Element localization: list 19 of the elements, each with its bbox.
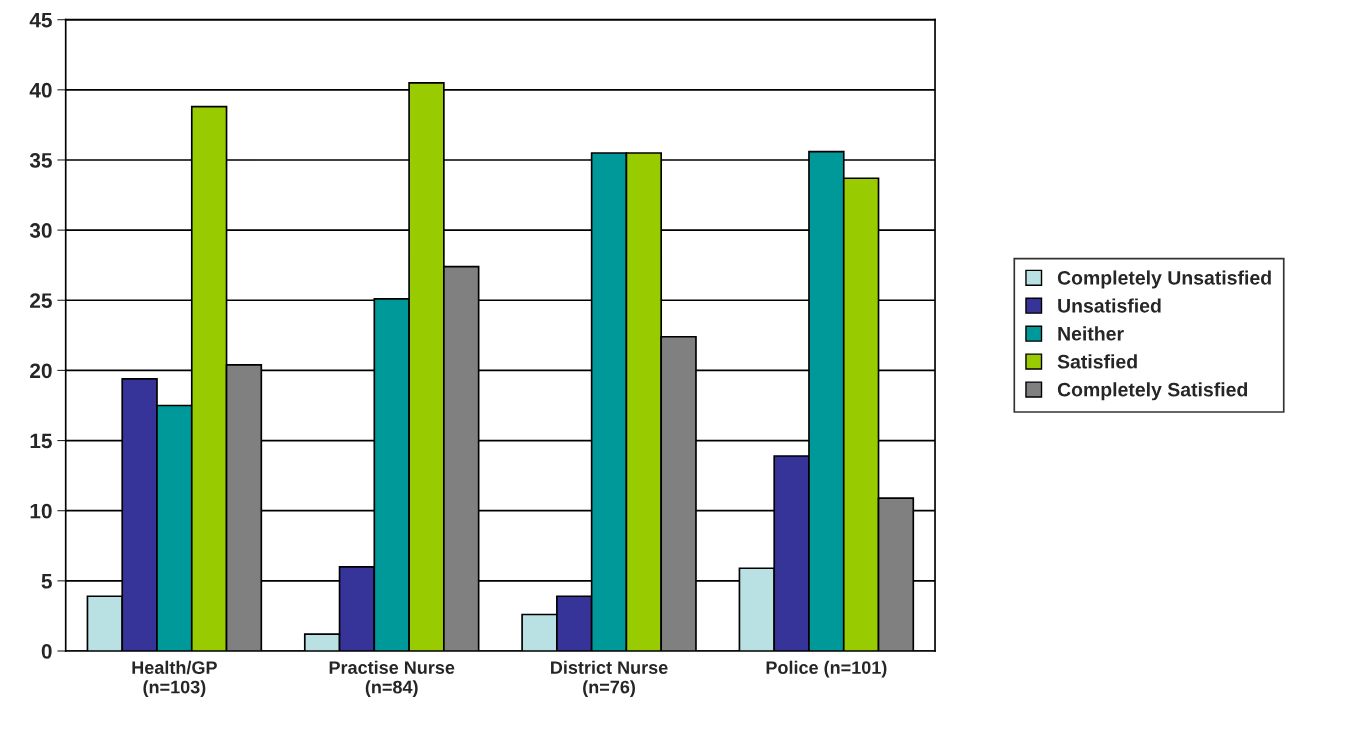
y-tick-label: 5 xyxy=(41,574,52,589)
y-tick-label: 10 xyxy=(30,503,52,519)
y-tick-label: 15 xyxy=(30,433,52,449)
x-tick-label: District Nurse (n=76) xyxy=(551,660,668,697)
x-tick-label: Practise Nurse (n=84) xyxy=(329,660,455,697)
x-tick-label: Police (n=101) xyxy=(766,660,887,678)
y-tick-label: 35 xyxy=(29,152,52,168)
legend-label: Neither xyxy=(1058,326,1124,341)
y-tick-label: 45 xyxy=(29,12,52,28)
legend-label: Unsatisfied xyxy=(1058,298,1161,313)
y-tick-label: 25 xyxy=(30,293,52,309)
y-tick-label: 40 xyxy=(29,82,52,98)
legend-label: Satisfied xyxy=(1057,354,1137,369)
legend-label: Completely Satisfied xyxy=(1057,382,1248,401)
y-tick-label: 30 xyxy=(29,223,52,238)
y-tick-label: 0 xyxy=(41,644,52,659)
x-tick-label: Health/GP (n=103) xyxy=(132,660,217,697)
legend-label: Completely Unsatisfied xyxy=(1057,270,1271,289)
y-tick-label: 20 xyxy=(30,363,52,379)
